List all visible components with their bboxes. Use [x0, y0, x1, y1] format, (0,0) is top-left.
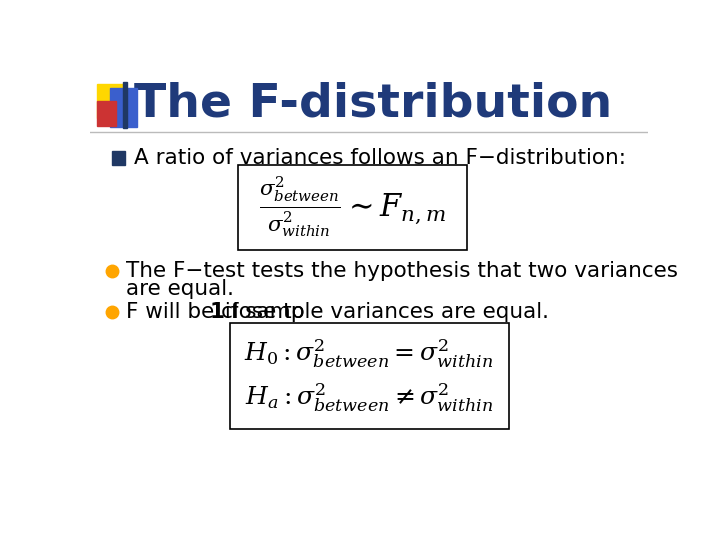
- Text: $\frac{\sigma^2_{between}}{\sigma^2_{within}} \sim F_{n,m}$: $\frac{\sigma^2_{between}}{\sigma^2_{wit…: [258, 174, 446, 239]
- Text: $H_a : \sigma^2_{between} \neq \sigma^2_{within}$: $H_a : \sigma^2_{between} \neq \sigma^2_…: [245, 381, 493, 414]
- Bar: [110, 87, 137, 127]
- FancyBboxPatch shape: [230, 322, 508, 429]
- Text: $H_0 : \sigma^2_{between} = \sigma^2_{within}$: $H_0 : \sigma^2_{between} = \sigma^2_{wi…: [244, 338, 494, 370]
- Text: A ratio of variances follows an F−distribution:: A ratio of variances follows an F−distri…: [133, 148, 626, 168]
- Text: are equal.: are equal.: [126, 279, 234, 299]
- Text: F will be close to: F will be close to: [126, 302, 312, 322]
- Bar: [96, 84, 124, 118]
- Bar: [124, 82, 127, 128]
- Bar: [96, 102, 116, 126]
- FancyBboxPatch shape: [238, 165, 467, 250]
- Text: if sample variances are equal.: if sample variances are equal.: [217, 302, 549, 322]
- Text: The F−test tests the hypothesis that two variances: The F−test tests the hypothesis that two…: [126, 261, 678, 281]
- Text: The F-distribution: The F-distribution: [133, 82, 612, 127]
- Bar: [112, 151, 125, 165]
- Text: 1: 1: [210, 302, 225, 322]
